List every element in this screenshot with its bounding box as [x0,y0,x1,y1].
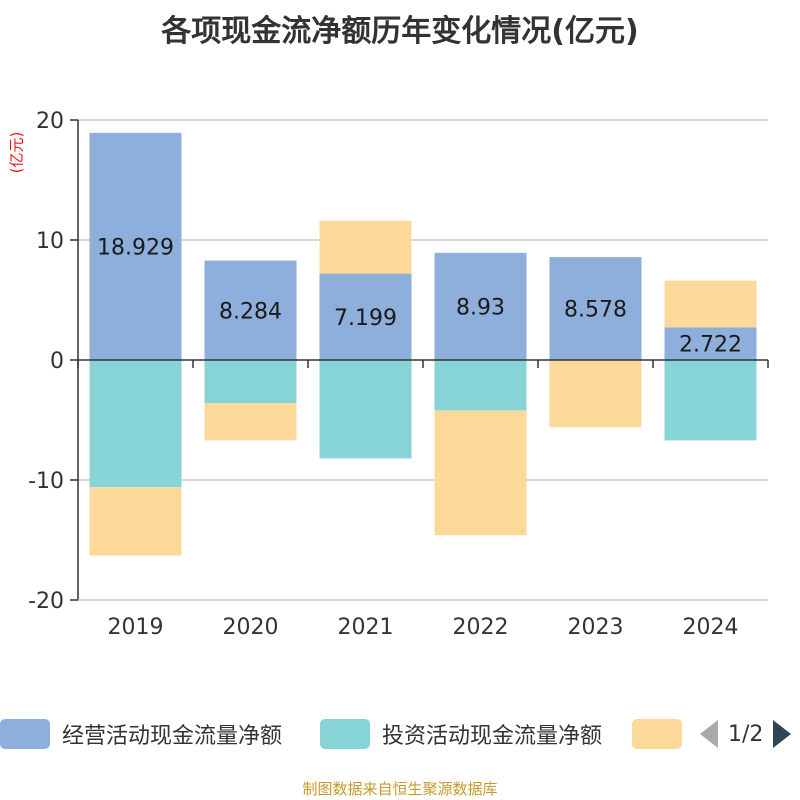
x-tick-label: 2022 [453,615,509,640]
bar-series-1 [434,360,527,411]
legend-item-third[interactable] [632,716,694,752]
bar-series-1 [319,360,412,459]
data-label: 2.722 [679,333,742,358]
bar-series-1 [204,360,297,404]
bar-series-0 [434,252,527,360]
bar-series-0 [549,257,642,360]
x-tick-label: 2023 [568,615,624,640]
source-note: 制图数据来自恒生聚源数据库 [302,780,498,798]
bar-series-2 [204,403,297,441]
bar-series-2 [89,487,182,556]
x-tick-label: 2021 [338,615,394,640]
bar-series-0 [204,260,297,360]
legend-pager: 1/2 [700,716,792,752]
legend: 经营活动现金流量净额 投资活动现金流量净额 [0,716,800,756]
x-tick-label: 2020 [223,615,279,640]
legend-item-investing[interactable]: 投资活动现金流量净额 [320,716,602,752]
bar-chart: 20 10 0 -10 -20 2019 2020 2021 2022 2023 2024 18.92… [28,109,769,640]
data-label: 8.284 [219,299,282,324]
bar-series-0 [319,273,412,360]
y-tick-label: 0 [50,349,64,374]
bar-series-2 [434,410,527,536]
x-tick-label: 2024 [683,615,739,640]
legend-swatch-investing [320,719,370,749]
bar-series-0 [664,327,757,360]
legend-label-investing: 投资活动现金流量净额 [382,724,603,749]
chart-title: 各项现金流净额历年变化情况(亿元) [161,14,639,49]
legend-item-operating[interactable]: 经营活动现金流量净额 [0,716,282,752]
y-tick-label: 20 [36,109,64,134]
x-tick-label: 2019 [108,615,164,640]
bar-series-1 [664,360,757,441]
legend-page-indicator: 1/2 [728,721,764,747]
data-label: 8.93 [456,295,505,320]
data-label: 18.929 [97,235,174,260]
previous-page-icon[interactable] [700,720,718,748]
y-tick-label: -10 [28,469,64,494]
legend-swatch-operating [0,719,50,749]
legend-label-operating: 经营活动现金流量净额 [62,724,283,749]
y-tick-label: -20 [28,589,64,614]
bar-series-1 [89,360,182,488]
bar-series-2 [549,360,642,428]
bar-series-0 [89,132,182,360]
legend-swatch-third [632,719,682,749]
data-label: 7.199 [334,306,397,331]
bar-series-2 [664,280,757,328]
bar-series-2 [319,220,412,274]
next-page-icon[interactable] [773,720,792,748]
data-label: 8.578 [564,298,627,323]
y-tick-label: 10 [36,229,64,254]
